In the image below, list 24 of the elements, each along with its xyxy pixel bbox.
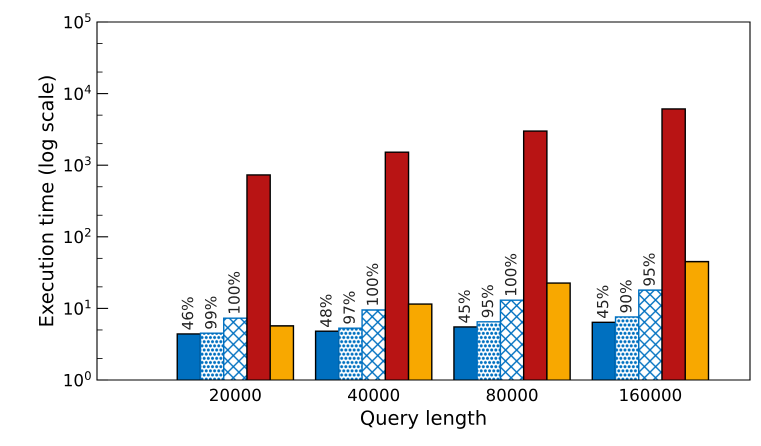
x-tick-label: 80000 bbox=[486, 388, 538, 402]
y-tick-label: 10$^{4}$ bbox=[64, 84, 91, 100]
y-tick-label: 10$^{5}$ bbox=[64, 13, 91, 28]
y-axis-title: Execution time (log scale) bbox=[38, 76, 58, 326]
y-tick-label: 10$^{1}$ bbox=[64, 300, 91, 315]
annotation: 45% bbox=[458, 290, 470, 323]
annotation: 100% bbox=[366, 264, 378, 305]
x-tick-label: 40000 bbox=[348, 388, 400, 402]
annotation: 100% bbox=[228, 272, 240, 313]
y-tick-label: 10$^{3}$ bbox=[64, 156, 91, 172]
annotation: 99% bbox=[204, 296, 217, 329]
y-tick-label: 10$^{2}$ bbox=[64, 228, 90, 244]
annotation: 46% bbox=[182, 297, 194, 330]
x-axis-title: Query length bbox=[360, 410, 486, 429]
annotation: 48% bbox=[320, 294, 332, 327]
x-tick-label: 20000 bbox=[210, 388, 261, 402]
annotation: 45% bbox=[596, 286, 608, 318]
annotation: 97% bbox=[343, 292, 355, 324]
x-tick-label: 160000 bbox=[620, 388, 682, 402]
annotation: 100% bbox=[504, 254, 516, 296]
y-tick-label: 10$^{0}$ bbox=[64, 371, 91, 386]
annotation: 95% bbox=[482, 285, 494, 318]
annotation: 95% bbox=[643, 253, 655, 286]
annotation: 90% bbox=[620, 280, 632, 312]
